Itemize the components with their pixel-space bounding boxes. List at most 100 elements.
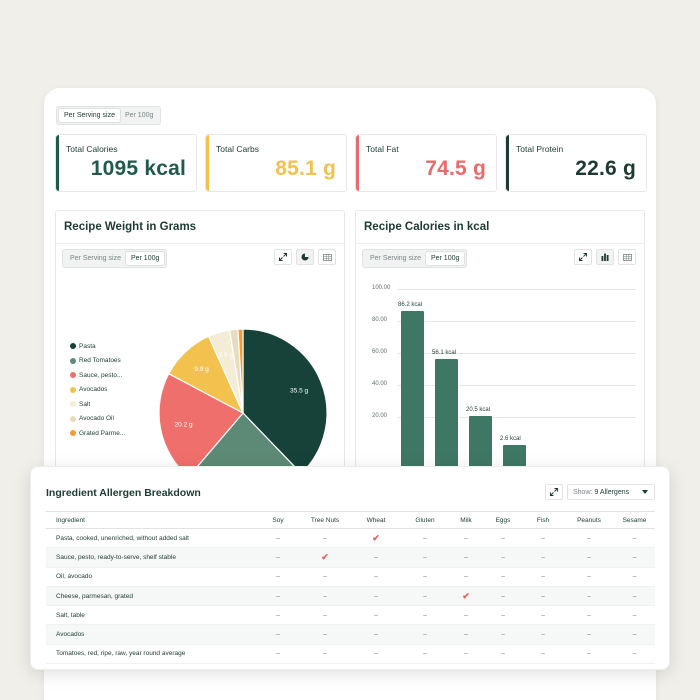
legend-item[interactable]: Grated Parme... — [70, 426, 125, 441]
toggle-per-100g[interactable]: Per 100g — [124, 112, 154, 119]
y-tick-label: 100.00 — [372, 285, 391, 291]
legend-item[interactable]: Red Tomatoes — [70, 354, 125, 369]
pie-data-label: 9.9 g — [194, 366, 209, 373]
allergen-cell: – — [350, 605, 402, 626]
stat-accent-bar — [56, 135, 59, 191]
grid-line — [398, 417, 636, 418]
dash-icon: – — [632, 592, 637, 600]
legend-label: Red Tomatoes — [79, 357, 121, 365]
dash-icon: – — [423, 534, 427, 542]
dash-icon: – — [374, 631, 378, 639]
allergen-cell: – — [300, 567, 350, 587]
legend-item[interactable]: Avocados — [70, 383, 125, 398]
table-row[interactable]: Avocados – – – – – – – – – — [46, 624, 655, 645]
table-row[interactable]: Oil, avocado – – – – – – – – – — [46, 567, 655, 587]
allergen-cell: – — [614, 605, 655, 626]
allergen-cell: – — [350, 624, 402, 645]
column-header[interactable]: Tree Nuts — [300, 511, 350, 529]
toggle-per-serving[interactable]: Per Serving size — [59, 109, 120, 122]
allergen-cell: – — [350, 547, 402, 568]
bar-data-label: 20.5 kcal — [466, 407, 491, 414]
column-header[interactable]: Ingredient — [46, 511, 256, 529]
allergen-cell: – — [614, 528, 655, 549]
y-tick-label: 20.00 — [372, 413, 388, 419]
bar-chart-icon[interactable] — [596, 249, 614, 265]
pie-slice[interactable] — [237, 328, 244, 414]
allergen-title: Ingredient Allergen Breakdown — [46, 487, 201, 499]
column-header[interactable]: Sesame — [614, 511, 655, 529]
toggle-per-100g[interactable]: Per 100g — [125, 252, 165, 265]
stat-value: 85.1 g — [275, 157, 336, 180]
dash-icon: – — [276, 611, 280, 619]
table-icon[interactable] — [318, 249, 336, 265]
ingredient-cell: Salt, table — [46, 605, 256, 626]
dash-icon: – — [464, 553, 468, 561]
toggle-per-100g[interactable]: Per 100g — [425, 252, 465, 265]
allergen-cell: ✔ — [350, 528, 402, 549]
dash-icon: – — [276, 650, 280, 658]
calorie-chart-title: Recipe Calories in kcal — [364, 221, 490, 233]
dash-icon: – — [501, 553, 505, 561]
allergen-cell: – — [256, 605, 300, 626]
allergen-cell: – — [402, 528, 448, 549]
dash-icon: – — [464, 650, 468, 658]
ingredient-cell: Tomatoes, red, ripe, raw, year round ave… — [46, 644, 256, 665]
dash-icon: – — [587, 611, 591, 619]
pie-slice[interactable] — [242, 328, 328, 475]
legend-label: Salt — [79, 400, 91, 408]
dash-icon: – — [587, 592, 591, 600]
column-header[interactable]: Fish — [522, 511, 564, 529]
table-row[interactable]: Salt, table – – – – – – – – – — [46, 605, 655, 626]
allergen-cell: – — [300, 586, 350, 607]
bar[interactable] — [401, 311, 424, 509]
column-header[interactable]: Milk — [448, 511, 484, 529]
pie-chart: 35.5 g 20.2 g 9.9 g 3.9 g — [158, 328, 328, 498]
dash-icon: – — [587, 534, 591, 542]
allergen-cell: – — [300, 644, 350, 665]
pie-chart-icon[interactable] — [296, 249, 314, 265]
column-header[interactable]: Soy — [256, 511, 300, 529]
allergen-cell: ✔ — [448, 586, 484, 607]
column-header[interactable]: Peanuts — [564, 511, 614, 529]
legend-dot — [70, 372, 76, 379]
legend-label: Avocado Oil — [79, 415, 114, 423]
legend-item[interactable]: Pasta — [70, 339, 125, 354]
column-header[interactable]: Eggs — [484, 511, 522, 529]
dash-icon: – — [423, 573, 427, 581]
allergen-cell: – — [256, 567, 300, 587]
table-row[interactable]: Cheese, parmesan, grated – – – – ✔ – – – – — [46, 586, 655, 607]
table-row[interactable]: Tomatoes, red, ripe, raw, year round ave… — [46, 644, 655, 665]
allergen-cell: – — [300, 624, 350, 645]
allergen-cell: – — [256, 586, 300, 607]
legend-label: Avocados — [79, 386, 108, 394]
dash-icon: – — [541, 631, 545, 639]
toggle-per-serving[interactable]: Per Serving size — [370, 255, 421, 262]
allergen-cell: – — [448, 547, 484, 568]
expand-icon[interactable] — [274, 249, 292, 265]
dash-icon: – — [501, 534, 505, 542]
pie-data-label: 20.2 g — [175, 421, 193, 428]
legend-dot — [70, 401, 76, 408]
toggle-per-serving[interactable]: Per Serving size — [70, 255, 121, 262]
table-row[interactable]: Sauce, pesto, ready-to-serve, shelf stab… — [46, 547, 655, 568]
dash-icon: – — [374, 573, 378, 581]
dash-icon: – — [323, 592, 327, 600]
dash-icon: – — [374, 592, 378, 600]
expand-icon[interactable] — [545, 484, 563, 500]
allergen-cell: – — [564, 586, 614, 607]
allergen-filter-select[interactable]: Show: 9 Allergens — [567, 484, 655, 500]
column-header[interactable]: Gluten — [402, 511, 448, 529]
dash-icon: – — [323, 650, 327, 658]
dash-icon: – — [501, 573, 505, 581]
allergen-cell: – — [522, 547, 564, 568]
legend-item[interactable]: Sauce, pesto... — [70, 368, 125, 383]
expand-icon[interactable] — [574, 249, 592, 265]
table-row[interactable]: Pasta, cooked, unenriched, without added… — [46, 528, 655, 549]
legend-item[interactable]: Salt — [70, 397, 125, 412]
dash-icon: – — [587, 573, 591, 581]
table-icon[interactable] — [618, 249, 636, 265]
dash-icon: – — [501, 650, 505, 658]
column-header[interactable]: Wheat — [350, 511, 402, 529]
legend-item[interactable]: Avocado Oil — [70, 412, 125, 427]
allergen-cell: – — [300, 528, 350, 549]
